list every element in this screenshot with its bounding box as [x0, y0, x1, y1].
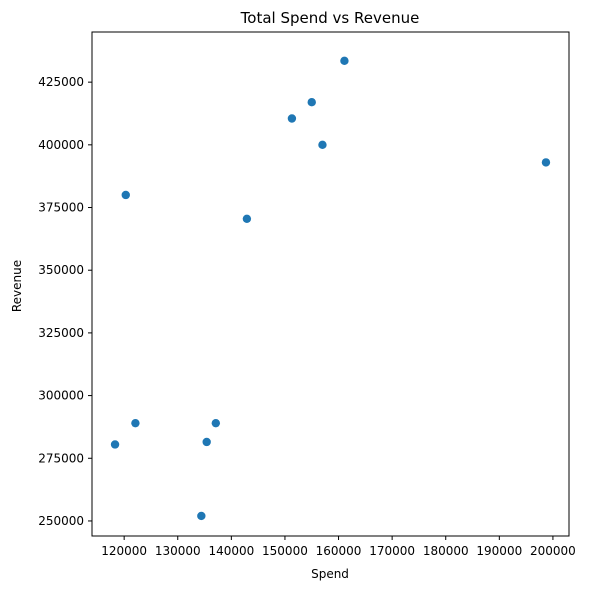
y-tick-label: 325000	[38, 326, 84, 340]
data-point	[202, 438, 210, 446]
data-point	[111, 440, 119, 448]
x-tick-label: 150000	[262, 544, 308, 558]
x-tick-label: 180000	[423, 544, 469, 558]
data-point	[131, 419, 139, 427]
plot-area	[92, 32, 569, 536]
x-tick-label: 200000	[530, 544, 576, 558]
points-layer	[111, 57, 550, 521]
plot-frame	[92, 32, 569, 536]
x-tick-label: 170000	[369, 544, 415, 558]
data-point	[212, 419, 220, 427]
y-tick-label: 375000	[38, 201, 84, 215]
x-tick-label: 190000	[476, 544, 522, 558]
y-tick-label: 275000	[38, 451, 84, 465]
data-point	[542, 158, 550, 166]
x-tick-label: 140000	[208, 544, 254, 558]
data-point	[340, 57, 348, 65]
y-tick-label: 425000	[38, 75, 84, 89]
x-tick-label: 130000	[155, 544, 201, 558]
data-point	[318, 141, 326, 149]
data-point	[308, 98, 316, 106]
x-axis-label: Spend	[311, 567, 349, 581]
data-point	[122, 191, 130, 199]
y-axis-label: Revenue	[10, 260, 24, 312]
y-axis: 250000 275000 300000 325000 350000 375000 4000…	[38, 75, 92, 528]
data-point	[243, 215, 251, 223]
x-axis: 120000 130000 140000 150000 160000 170000 1800…	[101, 536, 576, 558]
chart-title: Total Spend vs Revenue	[240, 9, 420, 27]
data-point	[288, 114, 296, 122]
y-tick-label: 300000	[38, 389, 84, 403]
y-tick-label: 400000	[38, 138, 84, 152]
data-point	[197, 512, 205, 520]
x-tick-label: 120000	[101, 544, 147, 558]
y-tick-label: 250000	[38, 514, 84, 528]
x-tick-label: 160000	[316, 544, 362, 558]
y-tick-label: 350000	[38, 263, 84, 277]
